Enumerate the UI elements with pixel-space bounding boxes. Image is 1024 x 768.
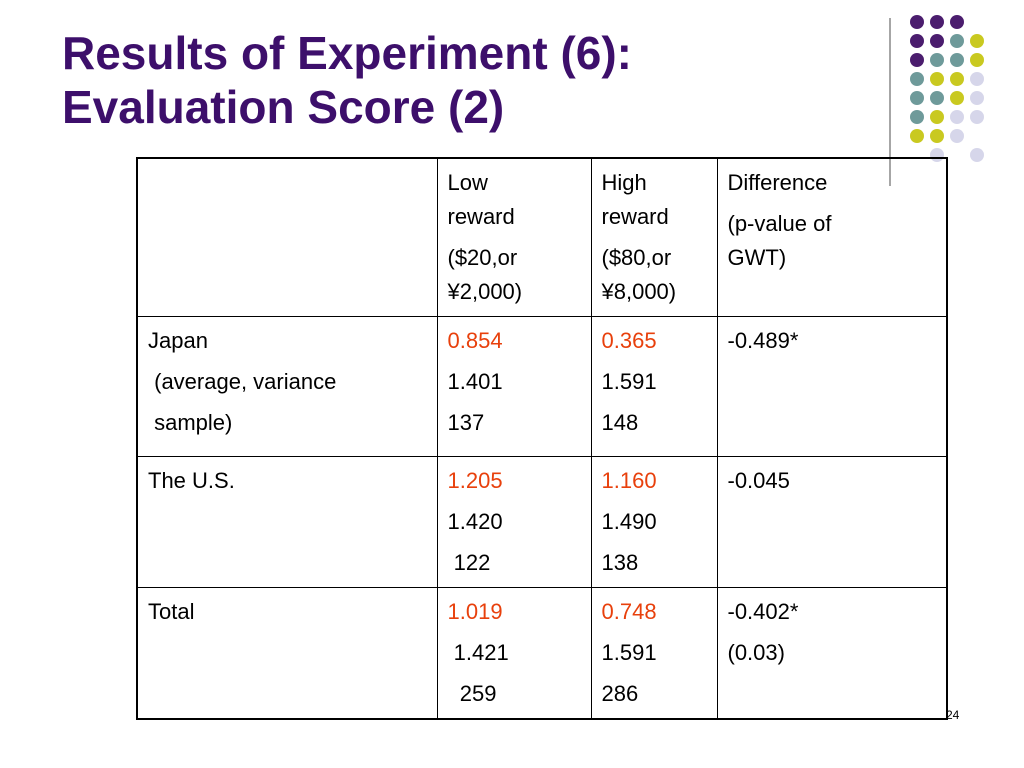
cell-line: 1.205 [447, 468, 503, 493]
decoration [889, 15, 984, 186]
cell-line: 259 [447, 681, 497, 706]
cell-line: 122 [447, 550, 491, 575]
cell-line: 0.854 [447, 328, 503, 353]
dot [910, 34, 924, 48]
cell-line: 1.591 [601, 369, 657, 394]
cell-line: Japan [148, 328, 208, 353]
table-cell: 1.160 1.490 138 [590, 456, 718, 588]
dot [970, 91, 984, 105]
table-cell: 0.365 1.591 148 [590, 316, 718, 457]
cell-line: 1.420 [447, 509, 503, 534]
table-cell: Difference (p-value of GWT) [716, 157, 948, 317]
cell-line: 1.401 [447, 369, 503, 394]
table-cell: 0.854 1.401 137 [436, 316, 592, 457]
cell-line: ($20,or ¥2,000) [447, 245, 524, 304]
header-row: Low reward ($20,or ¥2,000) High reward ($80… [136, 157, 948, 317]
cell-line: Total [148, 599, 195, 624]
dot [950, 91, 964, 105]
dot [910, 15, 924, 29]
cell-line: (0.03) [727, 640, 785, 665]
table-row: Total 1.019 1.421 259 0.748 1.591 286 -0.402*… [136, 587, 948, 720]
cell-line: 1.591 [601, 640, 657, 665]
cell-line: High reward [601, 170, 669, 229]
dot [970, 148, 984, 162]
table-cell: -0.489* [716, 316, 948, 457]
cell-line: -0.402* [727, 599, 799, 624]
cell-line: 137 [447, 410, 485, 435]
dot [910, 91, 924, 105]
cell-line: Difference [727, 170, 828, 195]
cell-line: sample) [148, 410, 233, 435]
table-cell: High reward ($80,or ¥8,000) [590, 157, 718, 317]
dot [950, 15, 964, 29]
dot [970, 72, 984, 86]
cell-line: Low reward [447, 170, 515, 229]
dot [970, 34, 984, 48]
slide-title: Results of Experiment (6): Evaluation Sco… [62, 26, 632, 134]
cell-line: (p-value of GWT) [727, 211, 838, 270]
dot [910, 72, 924, 86]
cell-line: 138 [601, 550, 639, 575]
dot [910, 110, 924, 124]
table-cell: 1.019 1.421 259 [436, 587, 592, 720]
dot [950, 110, 964, 124]
table-row: Japan (average, variance sample) 0.854 1.4… [136, 316, 948, 457]
dot [930, 91, 944, 105]
results-table: Low reward ($20,or ¥2,000) High reward ($80… [136, 157, 948, 720]
dot-grid [910, 15, 984, 162]
cell-line: -0.489* [727, 328, 799, 353]
dot [910, 129, 924, 143]
dot [950, 72, 964, 86]
table-cell: Japan (average, variance sample) [136, 316, 438, 457]
dot [950, 34, 964, 48]
cell-line: 286 [601, 681, 639, 706]
table-cell: -0.402* (0.03) [716, 587, 948, 720]
dot [910, 53, 924, 67]
table-cell: 0.748 1.591 286 [590, 587, 718, 720]
cell-line: 1.019 [447, 599, 503, 624]
dot [950, 129, 964, 143]
cell-line: 1.160 [601, 468, 657, 493]
dot [930, 34, 944, 48]
cell-line: -0.045 [727, 468, 790, 493]
table-cell: 1.205 1.420 122 [436, 456, 592, 588]
table-cell: Total [136, 587, 438, 720]
table-cell: Low reward ($20,or ¥2,000) [436, 157, 592, 317]
table-cell [136, 157, 438, 317]
dot [950, 53, 964, 67]
cell-line: 0.365 [601, 328, 657, 353]
cell-line: 148 [601, 410, 639, 435]
dot [930, 129, 944, 143]
dot [930, 15, 944, 29]
page-number: 24 [946, 708, 960, 722]
cell-line: 0.748 [601, 599, 657, 624]
dot [970, 53, 984, 67]
cell-line: 1.421 [447, 640, 509, 665]
cell-line: 1.490 [601, 509, 657, 534]
title-line: Results of Experiment (6): [62, 27, 632, 79]
table-cell: The U.S. [136, 456, 438, 588]
cell-line: (average, variance [148, 369, 337, 394]
dot [930, 110, 944, 124]
dot [930, 53, 944, 67]
cell-line: ($80,or ¥8,000) [601, 245, 678, 304]
title-line: Evaluation Score (2) [62, 81, 505, 133]
dot [930, 72, 944, 86]
table-row: The U.S. 1.205 1.420 122 1.160 1.490 138 -0.04… [136, 456, 948, 588]
table-cell: -0.045 [716, 456, 948, 588]
dot [970, 110, 984, 124]
cell-line: The U.S. [148, 468, 235, 493]
